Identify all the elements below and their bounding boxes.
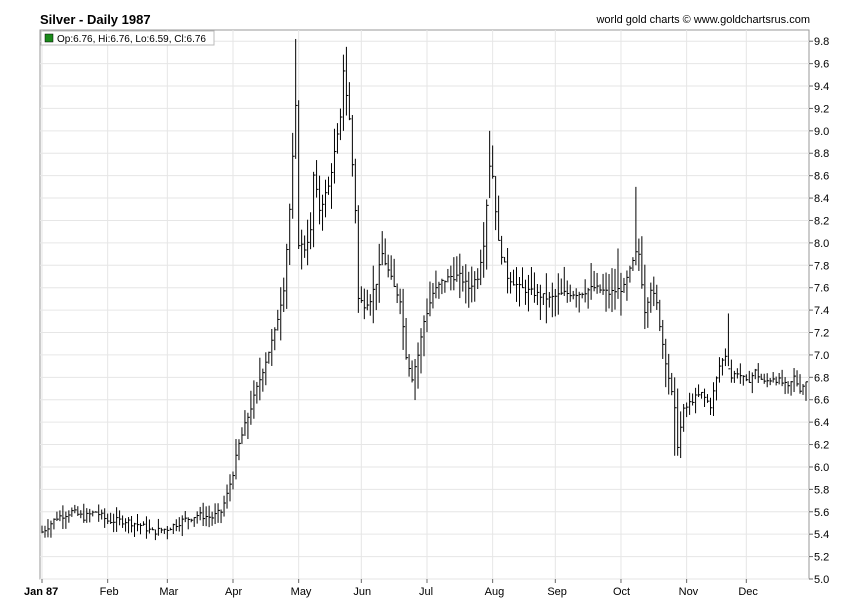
y-tick-label: 8.4 [814, 193, 829, 205]
chart-credit: world gold charts © www.goldchartsrus.co… [596, 14, 810, 26]
y-tick-label: 6.2 [814, 440, 829, 452]
y-tick-label: 5.8 [814, 484, 829, 496]
x-tick-label: May [291, 586, 312, 598]
y-tick-label: 9.4 [814, 81, 829, 93]
x-tick-label: Oct [613, 586, 630, 598]
x-tick-label: Mar [159, 586, 178, 598]
y-tick-label: 7.8 [814, 260, 829, 272]
y-tick-label: 6.4 [814, 417, 829, 429]
y-tick-label: 9.0 [814, 126, 829, 138]
x-tick-label: Dec [738, 586, 758, 598]
y-tick-label: 7.4 [814, 305, 829, 317]
legend: Op:6.76, Hi:6.76, Lo:6.59, Cl:6.76 [40, 30, 215, 46]
x-tick-label: Aug [485, 586, 505, 598]
y-tick-label: 5.0 [814, 574, 829, 586]
x-tick-label: Nov [679, 586, 699, 598]
y-tick-label: 8.2 [814, 215, 829, 227]
y-tick-label: 9.6 [814, 59, 829, 71]
y-tick-label: 8.8 [814, 148, 829, 160]
y-tick-label: 5.6 [814, 507, 829, 519]
y-tick-label: 5.4 [814, 529, 829, 541]
y-axis: 5.0 5.2 5.4 5.6 5.8 6.0 6.2 6.4 6.6 6.8 7.0 7.2 7.4 7… [809, 36, 829, 586]
x-tick-label: Jul [419, 586, 433, 598]
y-tick-label: 7.2 [814, 328, 829, 340]
x-tick-label: Apr [225, 586, 242, 598]
y-tick-label: 6.0 [814, 462, 829, 474]
legend-ohlc-text: Op:6.76, Hi:6.76, Lo:6.59, Cl:6.76 [57, 34, 206, 45]
y-tick-label: 8.6 [814, 171, 829, 183]
y-tick-label: 5.2 [814, 552, 829, 564]
chart-title: Silver - Daily 1987 [40, 12, 151, 27]
y-tick-label: 7.6 [814, 283, 829, 295]
x-tick-label: Jun [353, 586, 371, 598]
y-tick-label: 6.6 [814, 395, 829, 407]
x-axis: Jan 87 Feb Mar Apr May Jun Jul Aug Sep Oct Nov Dec [24, 579, 758, 598]
x-tick-label: Jan 87 [24, 586, 58, 598]
ohlc-bars [41, 38, 808, 541]
x-tick-label: Feb [100, 586, 119, 598]
x-tick-label: Sep [547, 586, 567, 598]
y-tick-label: 9.2 [814, 103, 829, 115]
y-tick-label: 7.0 [814, 350, 829, 362]
plot-background [39, 29, 810, 580]
y-tick-label: 6.8 [814, 372, 829, 384]
y-tick-label: 9.8 [814, 36, 829, 48]
y-tick-label: 8.0 [814, 238, 829, 250]
legend-swatch [44, 33, 54, 43]
